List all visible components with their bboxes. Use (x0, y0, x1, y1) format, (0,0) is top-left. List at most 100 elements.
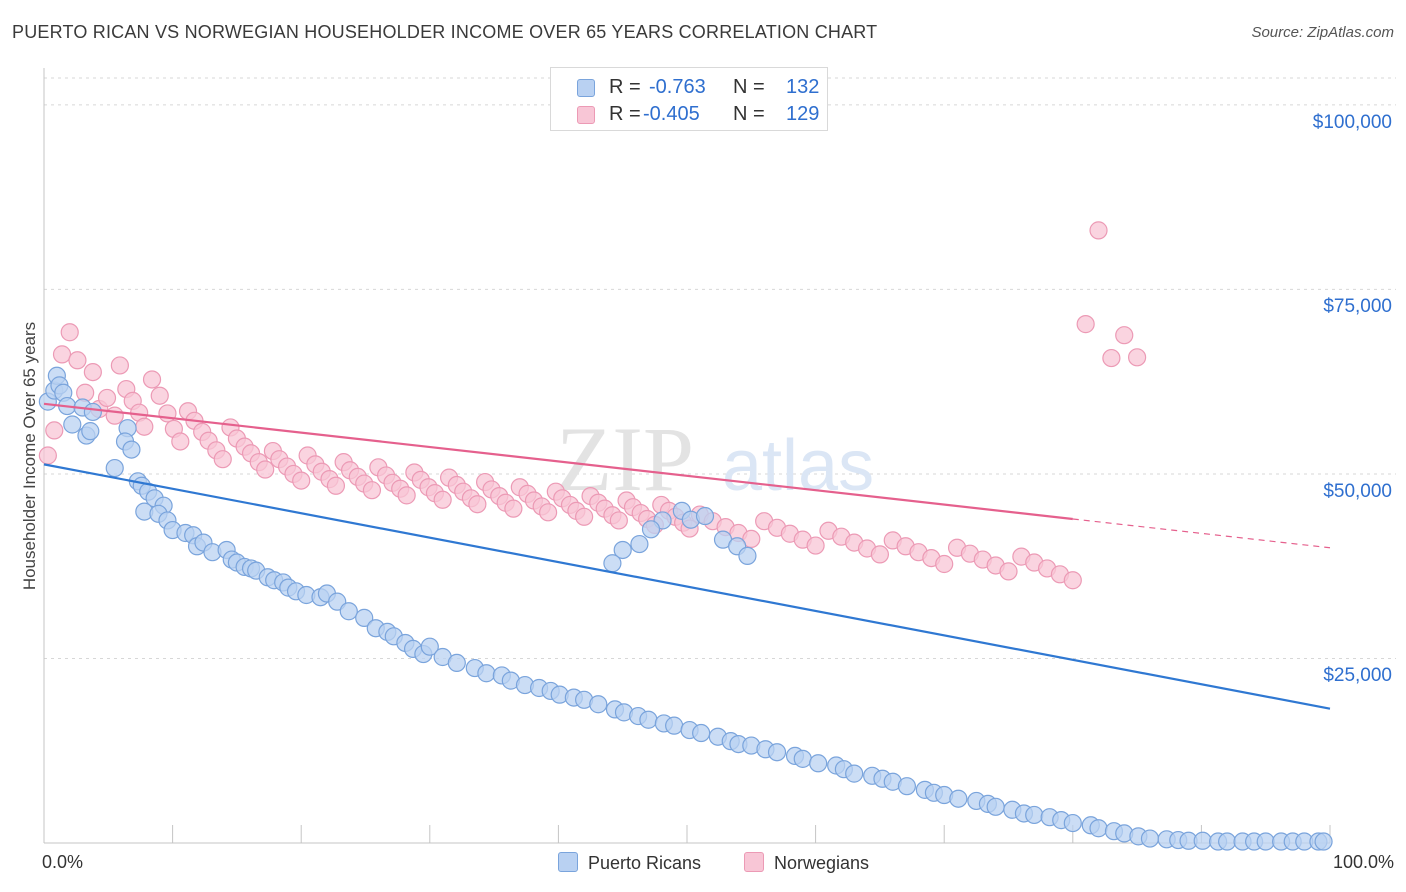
puerto-ricans-point (122, 440, 141, 459)
norwegians-point (935, 554, 954, 574)
puerto-ricans-point (641, 520, 661, 539)
bottom-legend-puerto-ricans: Puerto Ricans (558, 852, 701, 874)
norwegians-point (609, 511, 628, 530)
norwegians-point (97, 388, 117, 408)
legend-r-value: -0.405 (643, 103, 700, 125)
norwegians-point (292, 471, 311, 490)
puerto-ricans-point (1193, 831, 1212, 850)
y-tick-label: $25,000 (1323, 665, 1392, 687)
puerto-ricans-point (447, 653, 466, 673)
puerto-ricans-point (105, 458, 124, 478)
puerto-ricans-point (897, 777, 917, 796)
norwegians-point (83, 362, 102, 382)
puerto-ricans-point (1089, 819, 1108, 838)
norwegians-point (742, 529, 761, 549)
norwegians-point (142, 370, 162, 389)
puerto-ricans-point (477, 664, 496, 683)
norwegians-point (45, 421, 64, 440)
puerto-ricans-point (630, 534, 649, 554)
puerto-ricans-point (1314, 832, 1333, 851)
norwegians-point (110, 356, 129, 375)
norwegians-point (870, 545, 890, 564)
norwegians-point (999, 562, 1018, 581)
norwegians-point (213, 450, 232, 469)
x-tick-label-max: 100.0% (1332, 852, 1394, 872)
puerto-ricans-point (793, 749, 812, 768)
norwegians-point (575, 507, 594, 526)
norwegians-point (539, 503, 558, 522)
norwegians-point (1127, 348, 1147, 367)
norwegians-point (68, 351, 87, 370)
norwegians-trend-line (43, 402, 1073, 521)
puerto-ricans-point (420, 637, 439, 656)
puerto-ricans-point (613, 540, 632, 560)
norwegians-point (397, 486, 416, 505)
legend-swatch-blue (577, 79, 595, 97)
puerto-ricans-points (38, 366, 1333, 851)
source-label: Source: ZipAtlas.com (1251, 24, 1394, 41)
chart-title: PUERTO RICAN VS NORWEGIAN HOUSEHOLDER IN… (12, 22, 878, 42)
norwegians-point (256, 460, 275, 479)
bottom-legend-label: Puerto Ricans (588, 853, 702, 873)
bottom-legend-norwegians: Norwegians (744, 852, 869, 874)
puerto-ricans-point (63, 415, 82, 434)
puerto-ricans-point (639, 710, 658, 729)
bottom-legend-swatch-blue (558, 852, 578, 872)
norwegians-point (362, 481, 382, 500)
bottom-legend-label: Norwegians (774, 853, 870, 873)
norwegians-point (433, 490, 452, 509)
puerto-ricans-point (1025, 805, 1044, 825)
norwegians-point (326, 476, 346, 495)
puerto-ricans-point (949, 789, 968, 808)
legend-r-label: R = (609, 76, 641, 98)
puerto-ricans-point (845, 764, 864, 783)
norwegians-point (150, 386, 169, 405)
correlation-legend: R = -0.763 N = 132 R = -0.405 N = 129 (550, 67, 828, 131)
legend-swatch-pink (577, 106, 595, 124)
norwegians-point (1063, 571, 1082, 590)
norwegians-point (60, 323, 79, 342)
x-tick-label-min: 0.0% (42, 852, 84, 872)
legend-r-label: R = (609, 103, 641, 125)
norwegians-point (468, 495, 487, 514)
norwegians-point (38, 446, 57, 465)
norwegians-point (171, 432, 190, 451)
legend-n-value: 129 (786, 103, 820, 125)
norwegians-point (1076, 315, 1095, 334)
puerto-ricans-point (1218, 832, 1237, 851)
puerto-ricans-point (1256, 832, 1275, 851)
puerto-ricans-point (603, 554, 622, 573)
norwegians-trend-extension (1072, 518, 1331, 549)
norwegians-point (105, 406, 124, 425)
puerto-ricans-point (695, 506, 715, 526)
puerto-ricans-point (738, 546, 757, 565)
puerto-ricans-point (355, 608, 374, 627)
puerto-ricans-point (665, 716, 684, 735)
puerto-ricans-point (81, 422, 100, 441)
puerto-ricans-point (83, 402, 102, 422)
norwegians-point (1102, 348, 1121, 368)
legend-r-value: -0.763 (649, 76, 706, 98)
norwegians-point (504, 499, 523, 518)
bottom-legend-swatch-pink (744, 852, 764, 872)
y-tick-label: $100,000 (1312, 111, 1392, 133)
norwegians-points (38, 221, 1147, 590)
watermark: ZIP atlas (556, 408, 874, 510)
puerto-ricans-point (986, 797, 1005, 816)
legend-n-label: N = (733, 76, 765, 98)
puerto-ricans-trend-line (43, 463, 1331, 710)
puerto-ricans-point (1063, 813, 1082, 833)
norwegians-point (52, 345, 72, 364)
y-tick-label: $75,000 (1323, 296, 1392, 318)
trend-lines (43, 402, 1331, 710)
puerto-ricans-point (589, 695, 608, 714)
legend-n-value: 132 (786, 76, 820, 98)
norwegians-point (1089, 221, 1108, 240)
norwegians-point (806, 536, 825, 555)
y-tick-label: $50,000 (1323, 480, 1392, 502)
puerto-ricans-point (339, 602, 358, 621)
puerto-ricans-point (809, 754, 828, 773)
norwegians-point (76, 383, 95, 402)
puerto-ricans-point (767, 743, 787, 762)
